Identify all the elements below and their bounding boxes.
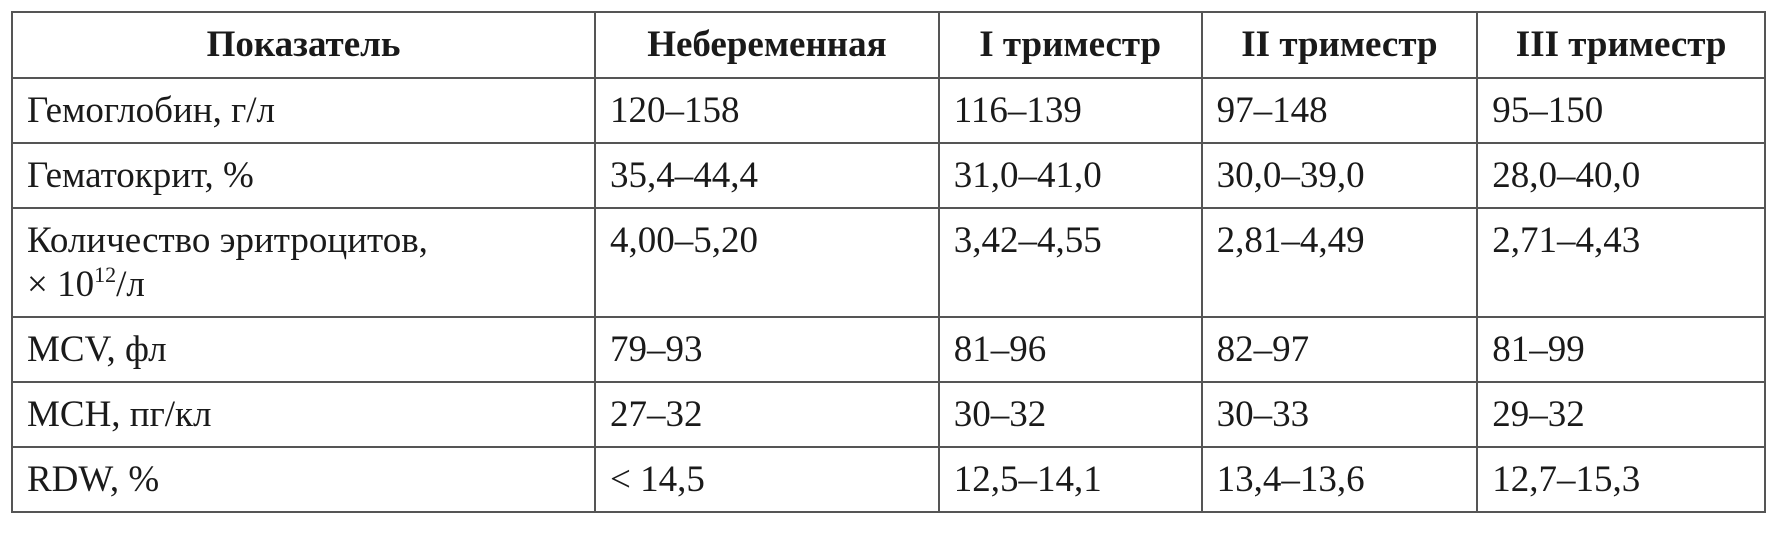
table-cell: 27–32 <box>594 381 940 448</box>
table-cell: 13,4–13,6 <box>1200 446 1479 513</box>
table-cell: 82–97 <box>1200 316 1479 383</box>
header-cell: Показатель <box>10 11 597 79</box>
table-row: RDW, % < 14,5 12,5–14,1 13,4–13,6 12,7–15,3 <box>10 446 1766 513</box>
table-cell: < 14,5 <box>594 446 940 513</box>
table-cell: 3,42–4,55 <box>937 207 1203 318</box>
table-cell: Гематокрит, % <box>10 142 597 209</box>
cell-text: Количество эритроцитов, <box>27 220 428 261</box>
table-body: Гемоглобин, г/л 120–158 116–139 97–148 95–15… <box>10 77 1766 513</box>
table-cell: 79–93 <box>594 316 940 383</box>
table-cell: Гемоглобин, г/л <box>10 77 597 144</box>
header-row: Показатель Небеременная I триместр II триме… <box>10 11 1766 79</box>
table-cell: 30,0–39,0 <box>1200 142 1479 209</box>
table-cell: 31,0–41,0 <box>937 142 1203 209</box>
table-cell: MCV, фл <box>10 316 597 383</box>
table-row: Гематокрит, % 35,4–44,4 31,0–41,0 30,0–39,0… <box>10 142 1766 209</box>
header-cell: III триместр <box>1476 11 1766 79</box>
table-cell: 30–32 <box>937 381 1203 448</box>
table-cell: 29–32 <box>1476 381 1766 448</box>
table-row: MCH, пг/кл 27–32 30–32 30–33 29–32 <box>10 381 1766 448</box>
table-row: MCV, фл 79–93 81–96 82–97 81–99 <box>10 316 1766 383</box>
table-cell: 2,81–4,49 <box>1200 207 1479 318</box>
table-cell: 81–99 <box>1476 316 1766 383</box>
table-cell: 95–150 <box>1476 77 1766 144</box>
header-cell: I триместр <box>937 11 1203 79</box>
superscript: 12 <box>94 262 117 287</box>
cell-text: /л <box>116 264 145 305</box>
table-cell: 28,0–40,0 <box>1476 142 1766 209</box>
table-cell: 35,4–44,4 <box>594 142 940 209</box>
table-cell: Количество эритроцитов, × 1012/л <box>10 207 597 318</box>
table-cell: 30–33 <box>1200 381 1479 448</box>
table-cell: 116–139 <box>937 77 1203 144</box>
table-row: Гемоглобин, г/л 120–158 116–139 97–148 95–15… <box>10 77 1766 144</box>
table-cell: MCH, пг/кл <box>10 381 597 448</box>
table-cell: 12,7–15,3 <box>1476 446 1766 513</box>
reference-table: Показатель Небеременная I триместр II триме… <box>10 11 1766 513</box>
header-cell: II триместр <box>1200 11 1479 79</box>
cell-text: × 10 <box>27 264 95 305</box>
header-cell: Небеременная <box>594 11 940 79</box>
table-cell: 2,71–4,43 <box>1476 207 1766 318</box>
table-cell: 120–158 <box>594 77 940 144</box>
table-cell: 4,00–5,20 <box>594 207 940 318</box>
table-cell: 97–148 <box>1200 77 1479 144</box>
table-cell: RDW, % <box>10 446 597 513</box>
table-cell: 12,5–14,1 <box>937 446 1203 513</box>
table-cell: 81–96 <box>937 316 1203 383</box>
table-row: Количество эритроцитов, × 1012/л 4,00–5,20… <box>10 207 1766 318</box>
